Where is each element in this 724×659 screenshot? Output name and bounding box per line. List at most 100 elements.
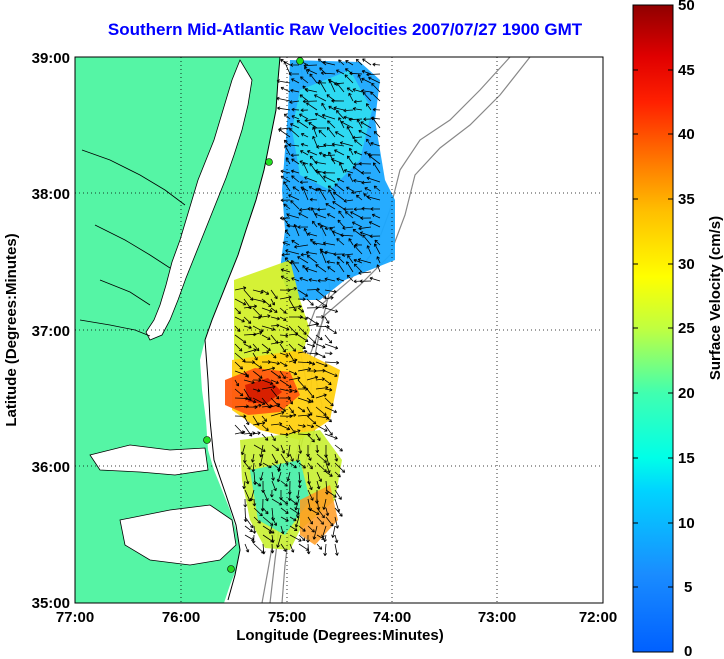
- velocity-vector: [282, 241, 291, 246]
- velocity-vector: [366, 195, 381, 201]
- velocity-vector: [279, 343, 286, 353]
- velocity-vector: [372, 62, 381, 67]
- velocity-vector: [290, 200, 300, 210]
- velocity-vector: [318, 129, 327, 138]
- velocity-vector: [361, 180, 372, 185]
- velocity-vector: [292, 186, 300, 192]
- velocity-vector: [325, 453, 331, 466]
- velocity-vector: [297, 256, 309, 264]
- velocity-vector: [243, 370, 249, 378]
- velocity-vector: [324, 351, 333, 356]
- velocity-vector: [279, 388, 293, 394]
- y-tick-label: 35:00: [32, 595, 70, 612]
- velocity-vector: [318, 79, 327, 93]
- velocity-vector: [306, 534, 310, 543]
- velocity-vector: [361, 77, 372, 84]
- velocity-vector: [346, 87, 354, 93]
- velocity-vector: [348, 147, 354, 156]
- velocity-vector: [315, 187, 327, 192]
- velocity-vector: [348, 238, 354, 246]
- velocity-vector: [289, 100, 300, 104]
- velocity-vector: [308, 186, 318, 192]
- y-axis-label: Latitude (Degrees:Minutes): [3, 233, 20, 426]
- velocity-vector: [320, 225, 327, 237]
- velocity-vector: [332, 201, 345, 210]
- velocity-vector: [315, 334, 323, 341]
- velocity-vector: [352, 166, 363, 174]
- velocity-vector: [253, 507, 263, 517]
- velocity-vector: [346, 261, 354, 273]
- velocity-vector: [307, 480, 313, 491]
- velocity-vector: [317, 222, 327, 228]
- velocity-vector: [358, 226, 372, 231]
- velocity-vector: [234, 307, 241, 315]
- velocity-vector: [288, 370, 298, 376]
- velocity-vector: [343, 199, 354, 203]
- velocity-vector: [334, 534, 339, 544]
- velocity-vector: [315, 289, 327, 299]
- velocity-vector: [306, 334, 317, 344]
- velocity-vector: [270, 534, 275, 543]
- velocity-vector: [346, 155, 354, 165]
- outer-banks: [204, 339, 241, 601]
- velocity-vector: [294, 516, 300, 528]
- velocity-vector: [270, 340, 284, 345]
- velocity-vector: [316, 507, 325, 519]
- velocity-vector: [253, 444, 266, 452]
- velocity-vector: [324, 316, 330, 324]
- velocity-vector: [368, 155, 381, 165]
- velocity-vector: [252, 361, 263, 369]
- velocity-vector: [316, 516, 325, 525]
- velocity-vector: [291, 277, 300, 282]
- x-axis-label: Longitude (Degrees:Minutes): [236, 627, 444, 644]
- velocity-vector: [283, 61, 291, 75]
- velocity-vector: [300, 142, 309, 147]
- velocity-vector: [262, 507, 269, 515]
- current-vectors: [234, 58, 381, 556]
- velocity-vector: [261, 385, 276, 390]
- velocity-vector: [315, 361, 328, 368]
- velocity-vector: [284, 144, 291, 156]
- velocity-patch-south-orange: [300, 485, 338, 545]
- velocity-vector: [362, 58, 372, 66]
- velocity-vector: [289, 534, 302, 542]
- x-tick-label: 73:00: [478, 609, 516, 626]
- velocity-vector: [262, 525, 275, 534]
- velocity-vector: [315, 305, 326, 309]
- velocity-vector: [288, 72, 300, 76]
- velocity-vector: [279, 379, 292, 388]
- y-tick-label: 37:00: [32, 323, 70, 340]
- velocity-vector: [280, 175, 291, 183]
- velocity-vector: [325, 480, 329, 495]
- velocity-vector: [252, 352, 258, 361]
- velocity-vector: [288, 143, 300, 147]
- velocity-vector: [324, 433, 338, 440]
- velocity-vector: [252, 378, 262, 383]
- velocity-vector: [297, 307, 305, 313]
- velocity-vector: [312, 241, 327, 246]
- velocity-vector: [324, 289, 337, 294]
- velocity-vector: [288, 406, 294, 414]
- velocity-vector: [293, 223, 300, 237]
- velocity-vector: [311, 220, 318, 228]
- velocity-vector: [324, 296, 334, 300]
- velocity-vector: [296, 489, 300, 499]
- velocity-vector: [298, 212, 309, 219]
- colorbar-label: Surface Velocity (cm/s): [707, 216, 724, 380]
- velocity-vector: [306, 433, 315, 443]
- velocity-vector: [361, 171, 372, 175]
- x-tick-label: 75:00: [268, 609, 306, 626]
- velocity-vector: [261, 343, 271, 352]
- velocity-vector: [323, 543, 328, 556]
- colorbar-tick-label: 50: [678, 0, 695, 14]
- velocity-vector: [298, 534, 306, 541]
- velocity-vector: [280, 525, 285, 535]
- velocity-vector: [327, 120, 336, 129]
- station-marker: [265, 158, 273, 166]
- velocity-vector: [306, 322, 320, 327]
- velocity-vector: [352, 135, 363, 140]
- velocity-vector: [294, 244, 309, 249]
- velocity-vector: [324, 250, 336, 255]
- velocity-vector: [320, 71, 336, 75]
- velocity-vector: [252, 498, 257, 507]
